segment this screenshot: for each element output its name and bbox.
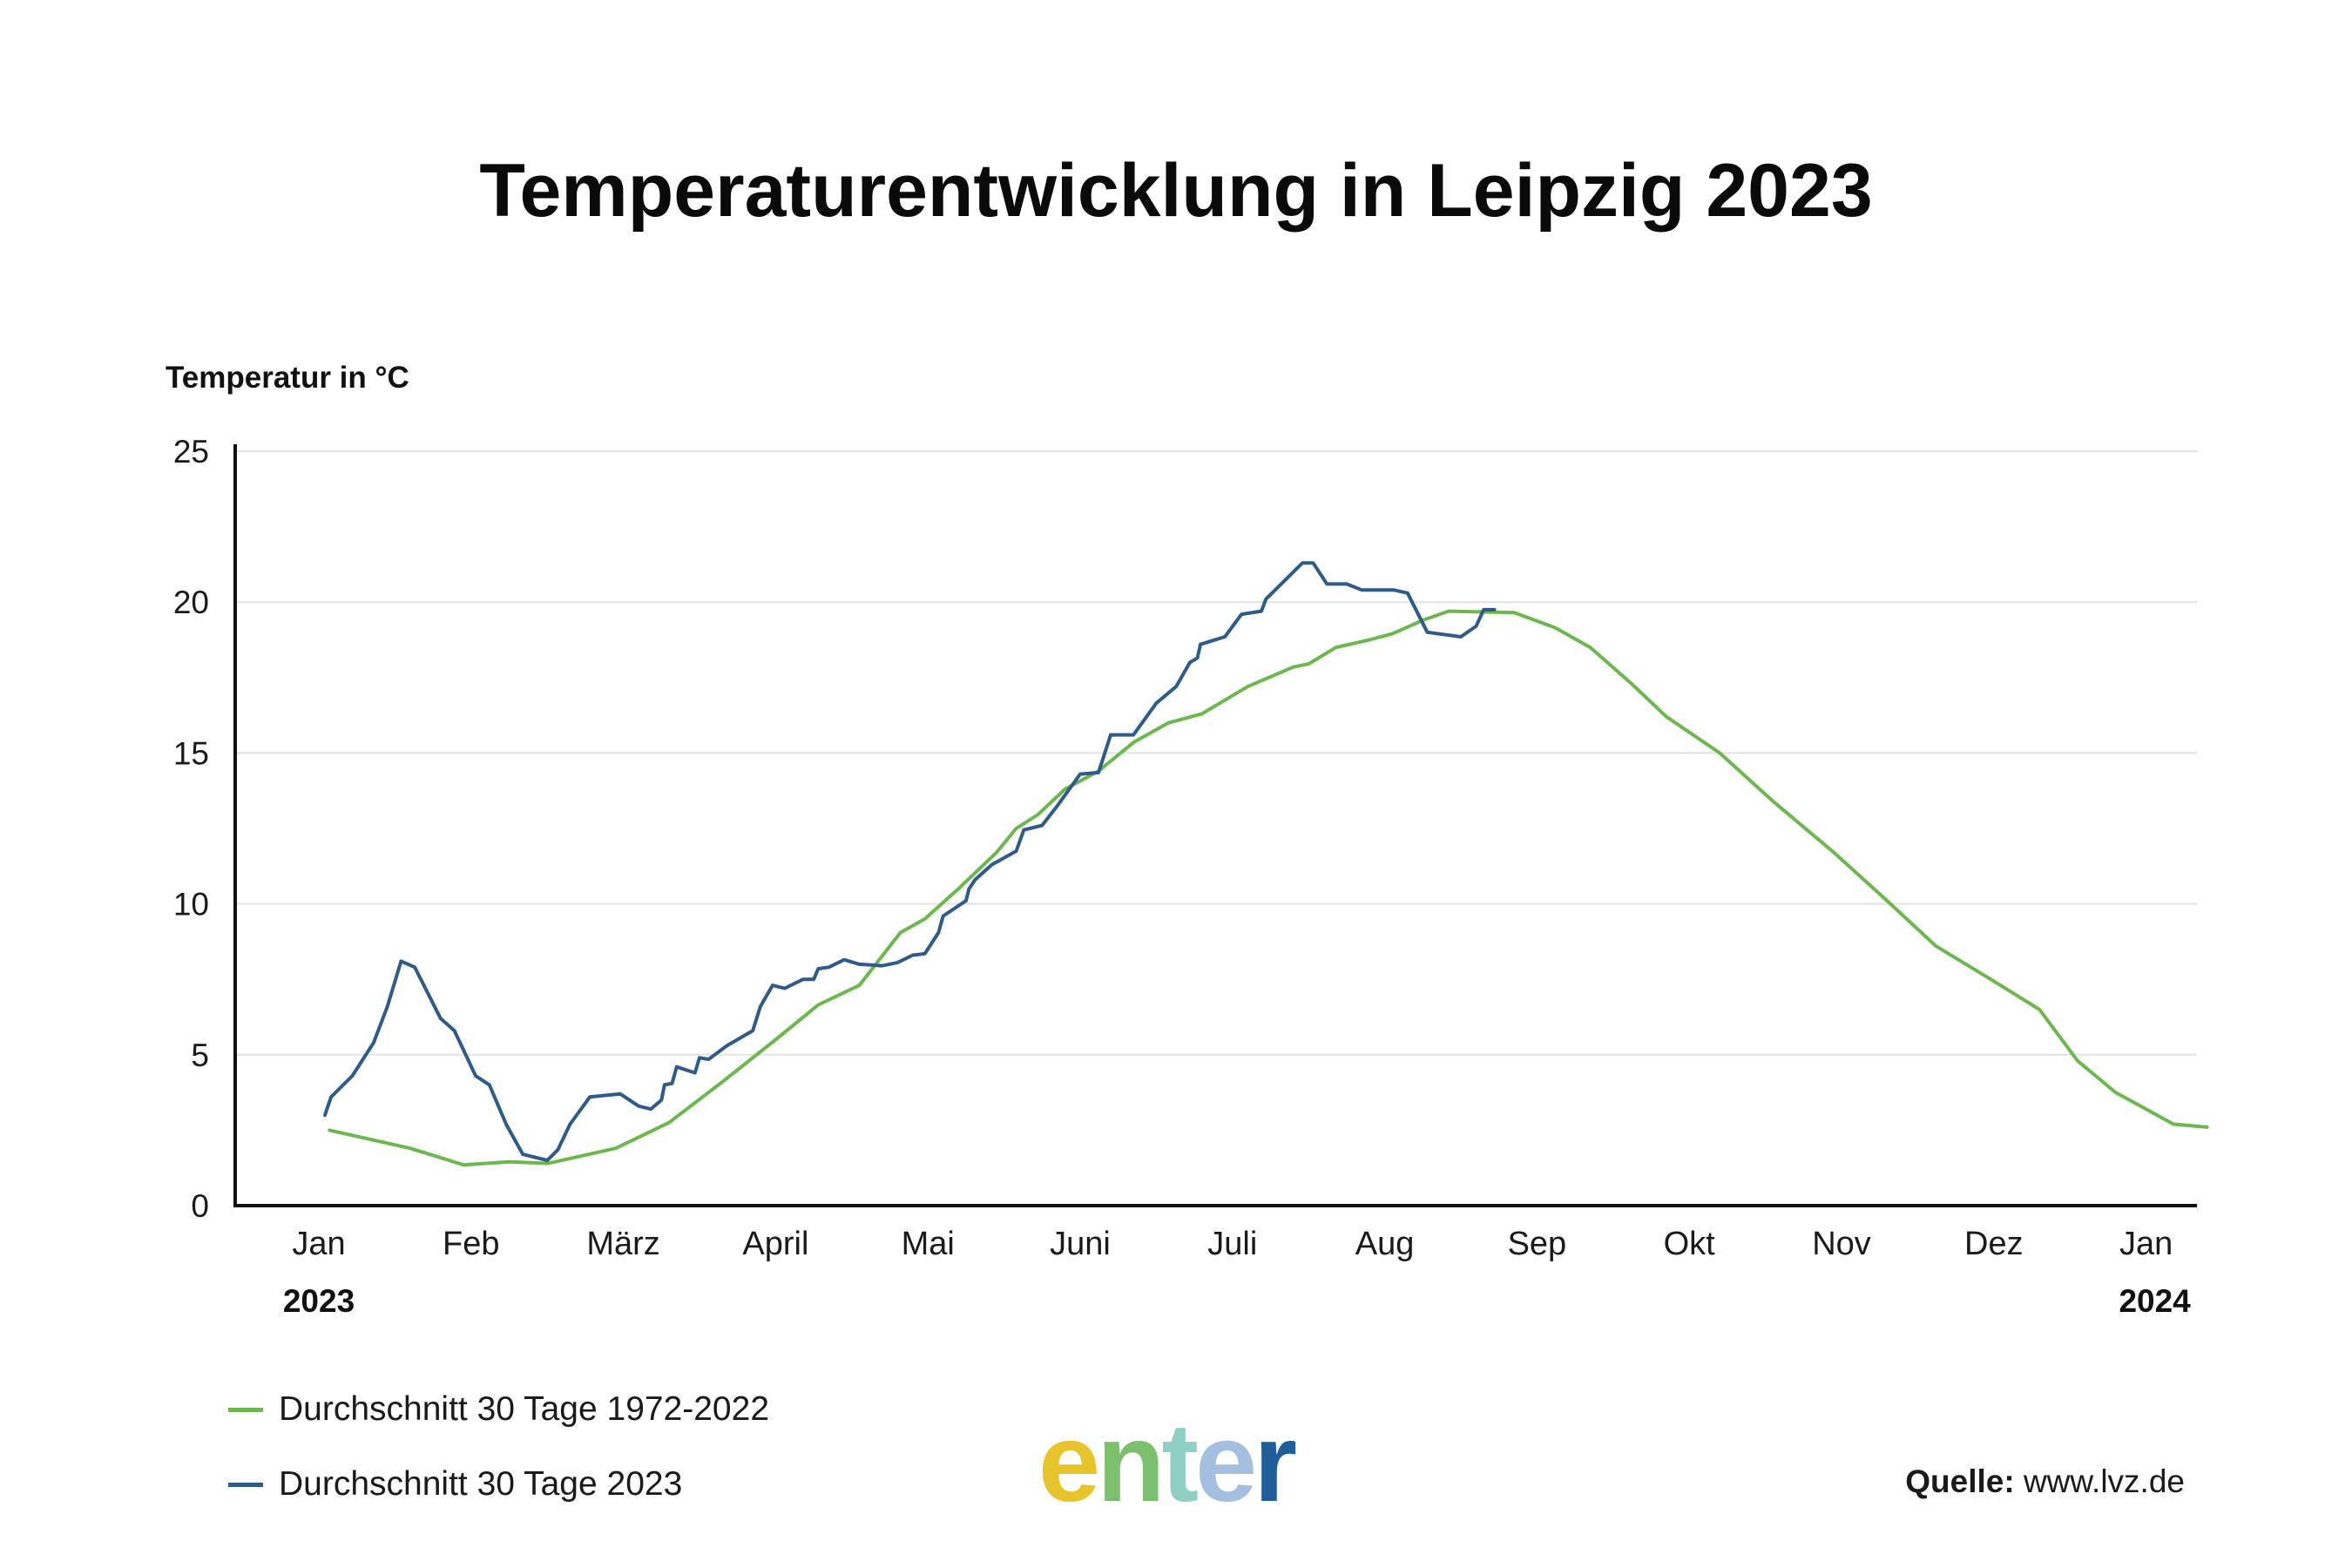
x-tick-label-4: Mai — [902, 1226, 955, 1262]
legend-swatch-baseline — [228, 1407, 263, 1412]
legend-item-baseline: Durchschnitt 30 Tage 1972-2022 — [228, 1390, 769, 1429]
y-tick-label-25: 25 — [173, 434, 209, 470]
y-axis-title: Temperatur in °C — [166, 361, 409, 395]
x-tick-label-7: Aug — [1355, 1226, 1415, 1262]
y-tick-label-10: 10 — [173, 887, 209, 923]
logo-letter-5: r — [1254, 1401, 1297, 1525]
y-tick-label-20: 20 — [173, 585, 209, 620]
legend-item-2023: Durchschnitt 30 Tage 2023 — [228, 1465, 682, 1504]
logo-letter-3: t — [1161, 1401, 1199, 1525]
x-tick-label-10: Nov — [1812, 1226, 1871, 1262]
year-label-2024: 2024 — [2119, 1283, 2191, 1319]
legend-swatch-2023 — [228, 1482, 263, 1487]
x-tick-label-8: Sep — [1508, 1226, 1567, 1262]
legend-label-2023: Durchschnitt 30 Tage 2023 — [279, 1465, 683, 1503]
x-tick-label-11: Dez — [1964, 1226, 2024, 1262]
source-value: www.lvz.de — [2023, 1463, 2185, 1499]
x-tick-label-5: Juni — [1050, 1226, 1111, 1262]
y-tick-label-0: 0 — [191, 1188, 209, 1224]
logo-letter-2: n — [1097, 1401, 1165, 1525]
source-label: Quelle: — [1905, 1463, 2015, 1499]
y-tick-label-5: 5 — [191, 1037, 209, 1073]
logo-letter-4: e — [1195, 1401, 1257, 1525]
x-tick-label-0: Jan — [292, 1226, 345, 1262]
y-tick-label-15: 15 — [173, 735, 209, 771]
series-line-2023 — [323, 561, 1497, 1162]
x-tick-label-6: Juli — [1207, 1226, 1257, 1262]
legend-label-baseline: Durchschnitt 30 Tage 1972-2022 — [279, 1390, 770, 1428]
enter-logo: enter — [1038, 1408, 1297, 1519]
x-tick-label-3: April — [742, 1226, 808, 1262]
year-label-2023: 2023 — [283, 1283, 355, 1319]
chart-title: Temperaturentwicklung in Leipzig 2023 — [479, 149, 1873, 233]
logo-letter-1: e — [1038, 1401, 1100, 1525]
x-tick-label-9: Okt — [1664, 1226, 1716, 1262]
series-line-baseline — [328, 609, 2209, 1167]
x-tick-label-1: Feb — [443, 1226, 499, 1262]
source-note: Quelle: www.lvz.de — [1905, 1463, 2185, 1500]
x-tick-label-12: Jan — [2119, 1226, 2173, 1262]
x-tick-label-2: März — [586, 1226, 659, 1262]
